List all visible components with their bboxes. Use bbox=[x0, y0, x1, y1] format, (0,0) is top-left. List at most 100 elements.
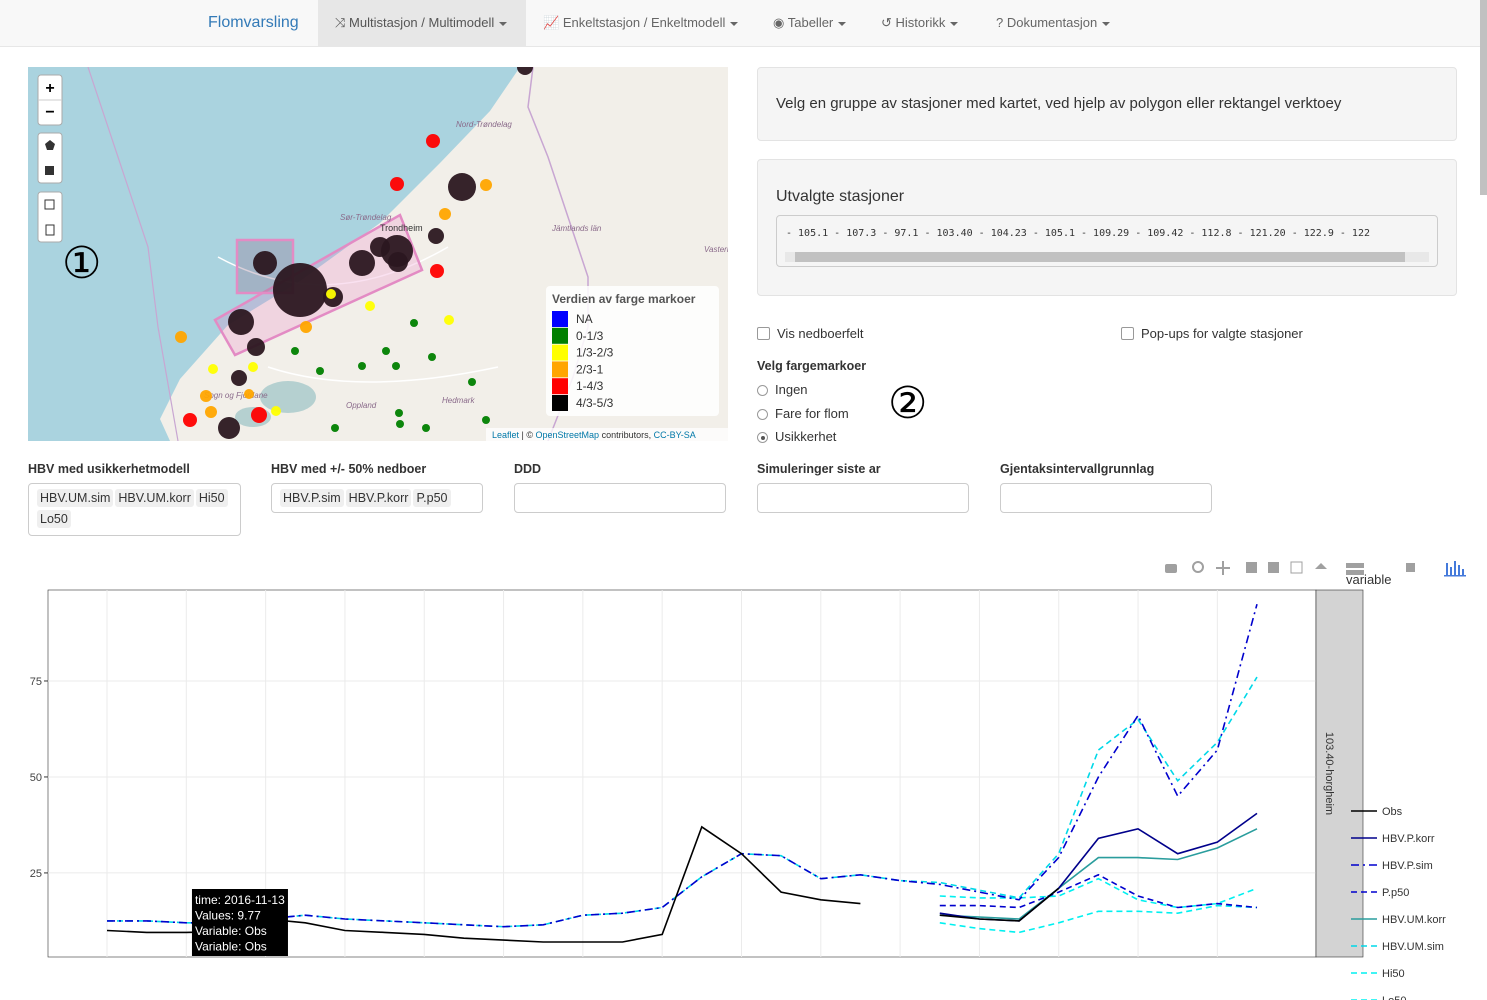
radio-button[interactable] bbox=[757, 408, 768, 420]
modebar-button[interactable] bbox=[1165, 564, 1177, 573]
map-label: Vastern bbox=[704, 245, 728, 254]
station-marker[interactable] bbox=[448, 173, 476, 201]
station-marker[interactable] bbox=[175, 331, 187, 343]
station-marker[interactable] bbox=[205, 406, 217, 418]
station-marker[interactable] bbox=[200, 390, 212, 402]
station-marker[interactable] bbox=[231, 370, 247, 386]
delete-layers[interactable] bbox=[45, 224, 55, 236]
radio-option[interactable]: Ingen bbox=[757, 382, 849, 406]
station-marker[interactable] bbox=[388, 252, 408, 272]
link[interactable]: OpenStreetMap bbox=[536, 430, 600, 440]
nav-menu[interactable]: ◉ Tabeller bbox=[773, 0, 847, 46]
select-input[interactable]: HBV.P.sim HBV.P.korr P.p50 bbox=[271, 483, 483, 513]
tooltip-line: Values: 9.77 bbox=[195, 909, 261, 923]
draw-polygon[interactable] bbox=[45, 140, 55, 150]
station-marker[interactable] bbox=[396, 420, 404, 428]
select-input[interactable] bbox=[757, 483, 969, 513]
checkbox[interactable]: Pop-ups for valgte stasjoner bbox=[1121, 326, 1303, 341]
zoom-out[interactable]: − bbox=[45, 104, 54, 121]
station-marker[interactable] bbox=[382, 347, 390, 355]
station-marker[interactable] bbox=[218, 417, 240, 439]
station-marker[interactable] bbox=[244, 389, 254, 399]
station-marker[interactable] bbox=[439, 208, 451, 220]
station-marker[interactable] bbox=[428, 228, 444, 244]
station-marker[interactable] bbox=[251, 407, 267, 423]
edit-layers[interactable] bbox=[44, 199, 55, 210]
radio-button[interactable] bbox=[757, 385, 768, 396]
station-marker[interactable] bbox=[395, 409, 403, 417]
station-marker[interactable] bbox=[253, 251, 277, 275]
station-marker[interactable] bbox=[248, 362, 258, 372]
modebar-button[interactable] bbox=[1268, 562, 1279, 573]
station-marker[interactable] bbox=[390, 177, 404, 191]
link[interactable]: CC-BY-SA bbox=[654, 430, 696, 440]
station-marker[interactable] bbox=[365, 301, 375, 311]
link[interactable]: Leaflet bbox=[492, 430, 520, 440]
select-input[interactable] bbox=[514, 483, 726, 513]
station-marker[interactable] bbox=[273, 263, 327, 317]
station-marker[interactable] bbox=[349, 250, 375, 276]
modebar-button[interactable] bbox=[1346, 570, 1364, 575]
map-label: Hedmark bbox=[442, 396, 475, 405]
station-marker[interactable] bbox=[482, 416, 490, 424]
station-marker[interactable] bbox=[517, 67, 533, 75]
radio-option[interactable]: Fare for flom bbox=[757, 406, 849, 430]
tag: P.p50 bbox=[413, 489, 451, 507]
station-marker[interactable] bbox=[430, 264, 444, 278]
zoom-in[interactable]: + bbox=[45, 80, 54, 97]
modebar-button[interactable] bbox=[1346, 563, 1364, 568]
checkbox-box[interactable] bbox=[757, 327, 770, 340]
station-marker[interactable] bbox=[428, 353, 436, 361]
scroll-thumb[interactable] bbox=[795, 252, 1405, 262]
checkbox[interactable]: Vis nedboerfelt bbox=[757, 326, 864, 341]
nav-menu[interactable]: ⤨ Multistasjon / Multimodell bbox=[318, 0, 526, 46]
station-marker[interactable] bbox=[410, 319, 418, 327]
station-marker[interactable] bbox=[208, 364, 218, 374]
series-line bbox=[939, 828, 1258, 920]
nav-label: Dokumentasjon bbox=[1006, 15, 1098, 30]
station-marker[interactable] bbox=[426, 134, 440, 148]
radio-group: Ingen Fare for flom Usikkerhet bbox=[757, 382, 849, 453]
modebar-button[interactable] bbox=[1290, 561, 1303, 574]
station-marker[interactable] bbox=[316, 367, 324, 375]
station-marker[interactable] bbox=[183, 413, 197, 427]
station-marker[interactable] bbox=[247, 338, 265, 356]
series-line bbox=[939, 904, 1258, 934]
icon: 📈 bbox=[543, 15, 563, 30]
radio-label: Usikkerhet bbox=[775, 429, 837, 444]
nav-menu[interactable]: 📈 Enkeltstasjon / Enkeltmodell bbox=[543, 0, 739, 46]
station-marker[interactable] bbox=[291, 347, 299, 355]
station-marker[interactable] bbox=[358, 362, 366, 370]
station-marker[interactable] bbox=[228, 309, 254, 335]
station-marker[interactable] bbox=[300, 321, 312, 333]
station-marker[interactable] bbox=[392, 362, 400, 370]
scrollbar[interactable] bbox=[1480, 0, 1487, 195]
modebar-button[interactable] bbox=[1216, 561, 1230, 575]
map-label: Oppland bbox=[346, 401, 377, 410]
station-marker[interactable] bbox=[331, 424, 339, 432]
plotly-logo[interactable] bbox=[1444, 561, 1466, 577]
station-marker[interactable] bbox=[468, 378, 476, 386]
radio-button[interactable] bbox=[757, 432, 768, 443]
station-marker[interactable] bbox=[444, 315, 454, 325]
select-input[interactable]: HBV.UM.sim HBV.UM.korr Hi50 Lo50 bbox=[28, 483, 241, 536]
nav-menu[interactable]: ↺ Historikk bbox=[881, 0, 959, 46]
station-marker[interactable] bbox=[422, 424, 430, 432]
modebar-button[interactable] bbox=[1315, 563, 1327, 569]
brand[interactable]: Flomvarsling bbox=[208, 14, 299, 31]
modebar-button[interactable] bbox=[1406, 563, 1415, 572]
modebar-button[interactable] bbox=[1192, 561, 1204, 573]
station-marker[interactable] bbox=[326, 289, 336, 299]
station-marker[interactable] bbox=[271, 406, 281, 416]
facet-strip bbox=[1315, 589, 1364, 958]
station-marker[interactable] bbox=[480, 179, 492, 191]
map[interactable]: Nord-Trøndelag Sør-Trøndelag Trondheim J… bbox=[28, 67, 728, 441]
legend-label: P.p50 bbox=[1382, 887, 1409, 899]
h-scrollbar[interactable] bbox=[785, 252, 1429, 262]
draw-rectangle[interactable] bbox=[45, 166, 54, 175]
select-input[interactable] bbox=[1000, 483, 1212, 513]
nav-menu[interactable]: ? Dokumentasjon bbox=[996, 0, 1111, 46]
checkbox-box[interactable] bbox=[1121, 327, 1134, 340]
radio-option[interactable]: Usikkerhet bbox=[757, 429, 849, 453]
modebar-button[interactable] bbox=[1246, 562, 1257, 573]
